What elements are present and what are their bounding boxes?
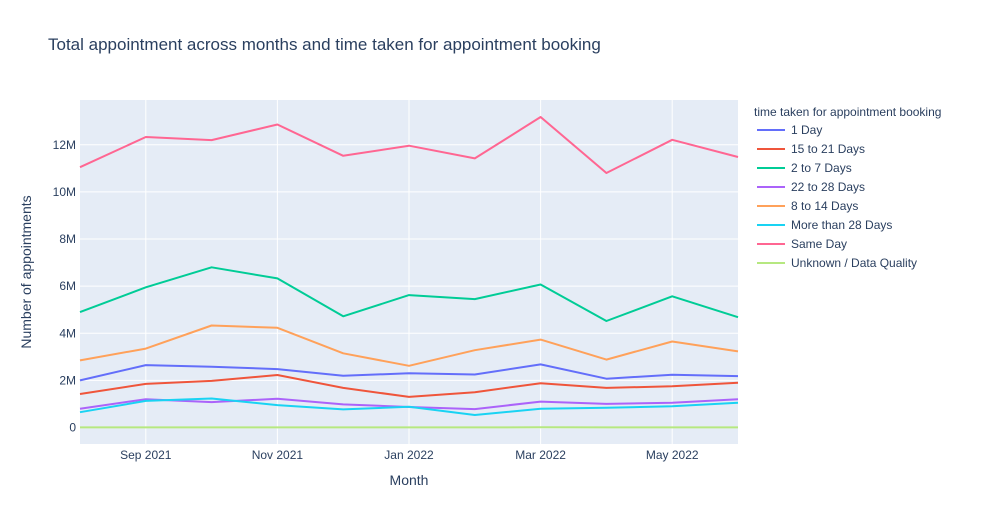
legend-title: time taken for appointment booking (754, 105, 941, 119)
series-line[interactable] (79, 374, 739, 398)
y-tick-label: 0 (69, 421, 76, 435)
legend-item[interactable]: 2 to 7 Days (757, 161, 852, 175)
y-tick-label: 12M (53, 138, 76, 152)
legend-item[interactable]: 1 Day (757, 123, 822, 137)
x-tick-label: Sep 2021 (120, 448, 172, 462)
series-line[interactable] (79, 266, 739, 322)
y-tick-label: 6M (59, 279, 76, 293)
y-axis-title: Number of appointments (18, 195, 34, 348)
series-line[interactable] (79, 397, 739, 416)
legend-label: Same Day (791, 237, 847, 251)
legend-item[interactable]: More than 28 Days (757, 218, 892, 232)
legend-label: 22 to 28 Days (791, 180, 865, 194)
x-axis-title: Month (390, 472, 429, 488)
legend-label: 2 to 7 Days (791, 161, 852, 175)
legend-item[interactable]: Unknown / Data Quality (757, 256, 917, 270)
x-tick-label: Jan 2022 (384, 448, 434, 462)
series-line[interactable] (79, 116, 739, 174)
x-tick-label: May 2022 (646, 448, 699, 462)
y-tick-label: 10M (53, 185, 76, 199)
legend-item[interactable]: 22 to 28 Days (757, 180, 865, 194)
legend-item[interactable]: 15 to 21 Days (757, 142, 865, 156)
legend-item[interactable]: Same Day (757, 237, 847, 251)
legend-label: More than 28 Days (791, 218, 892, 232)
legend-label: 8 to 14 Days (791, 199, 858, 213)
y-tick-label: 8M (59, 232, 76, 246)
legend-label: 1 Day (791, 123, 822, 137)
x-tick-label: Mar 2022 (515, 448, 566, 462)
y-axis-ticks: 0 2M 4M 6M 8M 10M 12M (53, 138, 77, 435)
legend-label: 15 to 21 Days (791, 142, 865, 156)
legend-item[interactable]: 8 to 14 Days (757, 199, 858, 213)
legend[interactable]: time taken for appointment booking 1 Day… (754, 105, 941, 270)
series-line[interactable] (79, 363, 739, 382)
x-tick-label: Nov 2021 (252, 448, 304, 462)
series-lines (79, 116, 739, 429)
chart-title: Total appointment across months and time… (48, 35, 601, 54)
y-tick-label: 4M (59, 326, 76, 340)
y-tick-label: 2M (59, 373, 76, 387)
legend-label: Unknown / Data Quality (791, 256, 917, 270)
series-line[interactable] (79, 324, 739, 367)
x-axis-ticks: Sep 2021 Nov 2021 Jan 2022 Mar 2022 May 2022 (120, 448, 699, 462)
